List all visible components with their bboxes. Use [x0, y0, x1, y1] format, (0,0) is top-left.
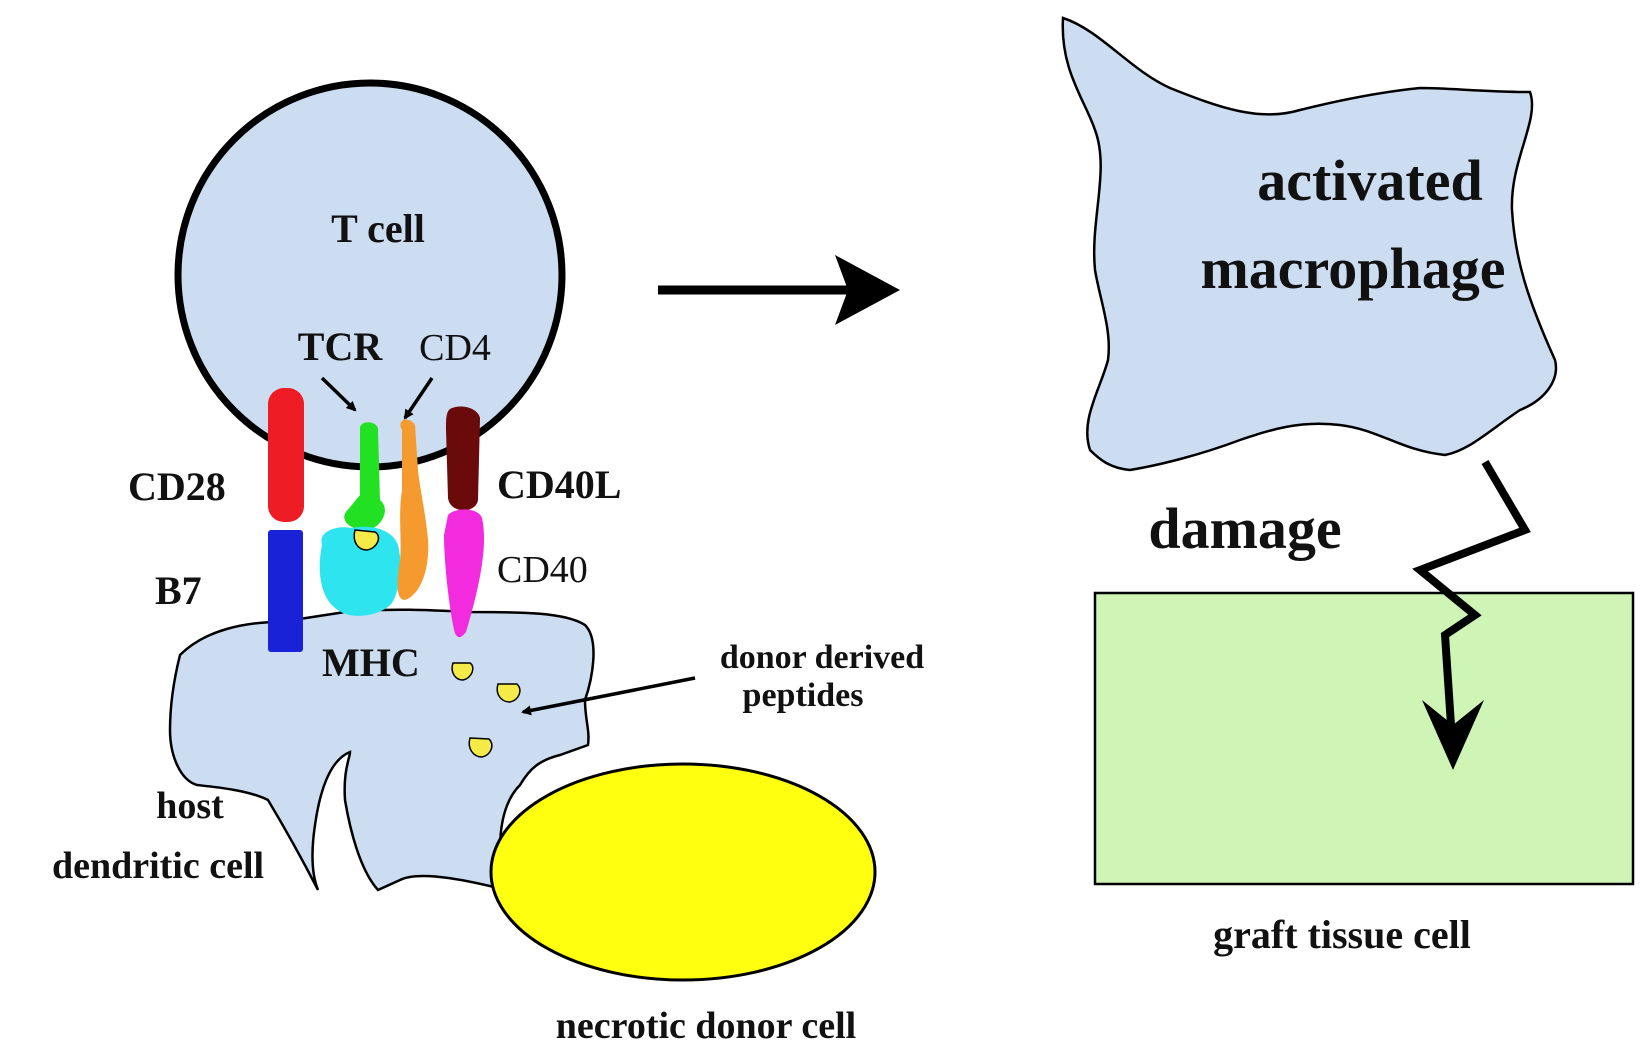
- graft-tissue-cell-label: graft tissue cell: [1213, 912, 1471, 957]
- macrophage-label: macrophage: [1200, 236, 1505, 301]
- cd4-pointer-arrow: [403, 377, 434, 420]
- cd40l-molecule: [446, 406, 480, 511]
- main-arrow-head: [835, 255, 900, 325]
- tcr-label: TCR: [298, 324, 384, 369]
- dendritic-cell-label: dendritic cell: [52, 845, 264, 887]
- peptide-2: [496, 683, 521, 703]
- b7-molecule: [268, 530, 303, 652]
- host-label: host: [156, 785, 224, 827]
- peptides-label: peptides: [743, 677, 864, 714]
- tcr-molecule: [344, 422, 385, 530]
- activated-label: activated: [1257, 148, 1483, 213]
- damage-arrow-head: [1422, 700, 1484, 770]
- necrotic-donor-cell-label: necrotic donor cell: [556, 1005, 856, 1047]
- t-cell-label: T cell: [331, 206, 425, 251]
- macrophage-shape: [1061, 16, 1558, 472]
- cd40-molecule: [444, 509, 485, 638]
- necrotic-donor-cell-shape: [489, 762, 877, 982]
- peptide-3: [468, 737, 493, 758]
- t-cell-shape: [174, 79, 566, 471]
- tcr-pointer-arrow: [320, 376, 357, 412]
- cd40-label: CD40: [497, 549, 588, 591]
- peptide-1: [451, 662, 474, 681]
- damage-label: damage: [1148, 496, 1341, 561]
- mhc-molecule: [319, 526, 401, 616]
- cd28-label: CD28: [128, 464, 226, 509]
- cd28-molecule: [268, 388, 304, 522]
- graft-tissue-cell-shape: [1093, 591, 1635, 886]
- cd4-label: CD4: [419, 327, 491, 369]
- mhc-label: MHC: [322, 640, 420, 685]
- cd40l-label: CD40L: [497, 462, 621, 507]
- cd4-molecule: [397, 419, 429, 600]
- host-dendritic-cell-shape: [168, 608, 595, 897]
- damage-zigzag-arrow: [1412, 459, 1531, 756]
- b7-label: B7: [155, 568, 202, 613]
- peptide-bound: [353, 529, 380, 551]
- peptides-pointer-arrow: [521, 676, 696, 716]
- donor-derived-label: donor derived: [720, 639, 924, 676]
